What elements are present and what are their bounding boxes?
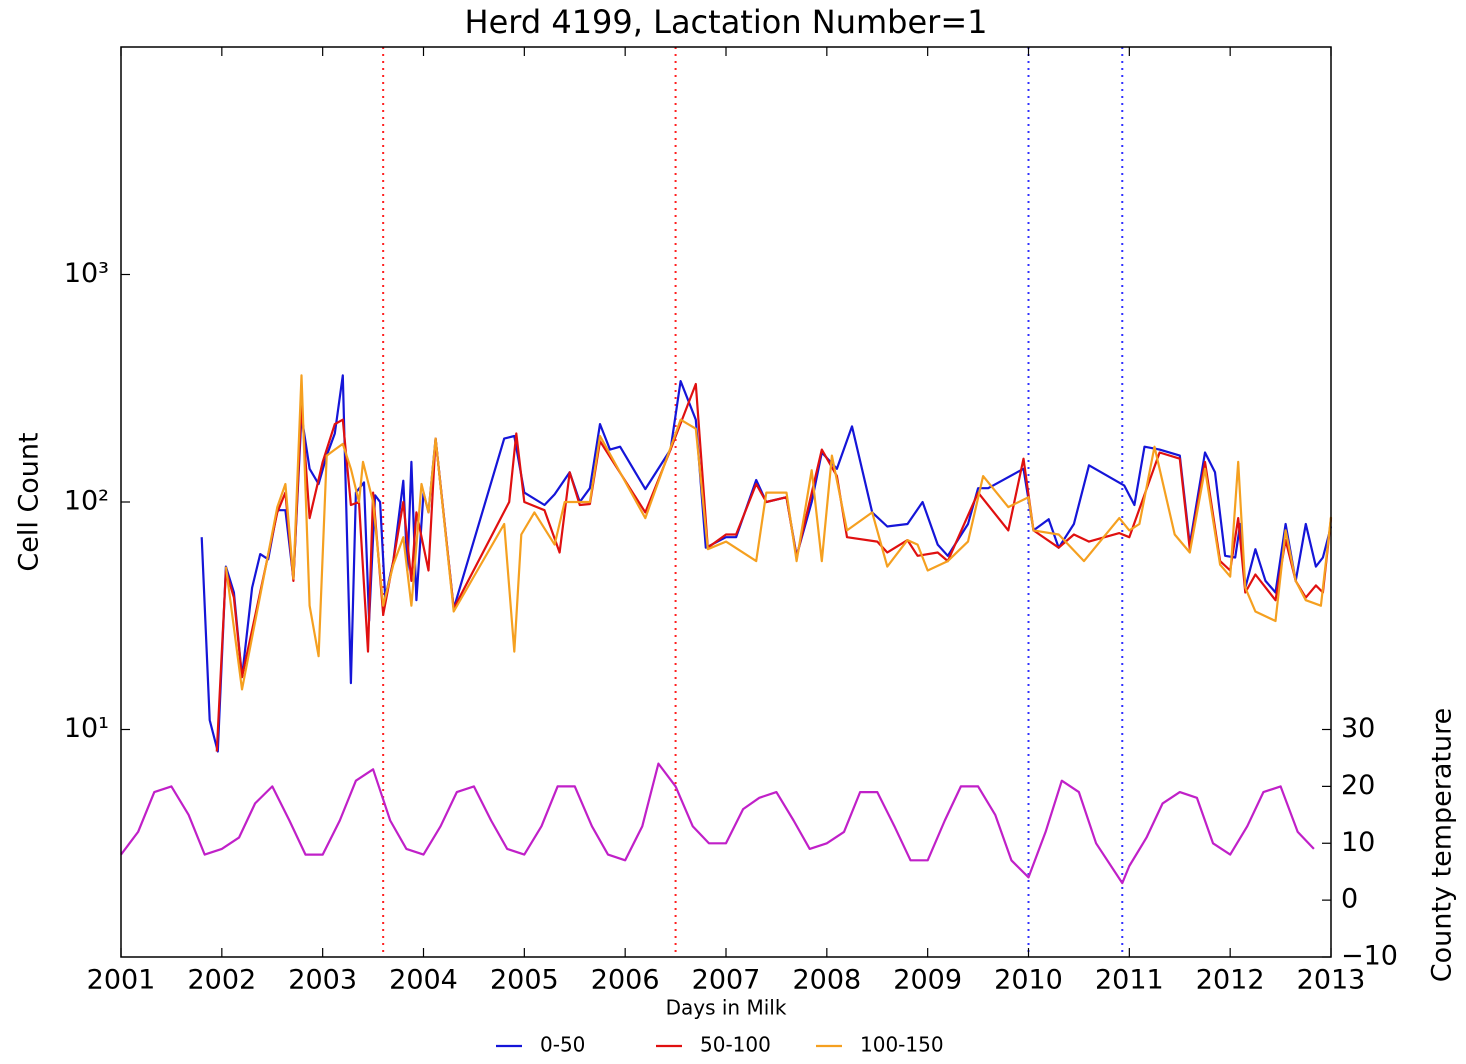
y2-axis-label: County temperature [1427,708,1458,982]
legend-label: 100-150 [860,1033,944,1057]
legend-label: 50-100 [700,1033,771,1057]
x-tick-label: 2012 [1196,965,1265,996]
x-tick-label: 2008 [792,965,861,996]
x-tick-label: 2003 [288,965,357,996]
y2-tick-label: −10 [1341,941,1398,972]
x-tick-label: 2005 [490,965,559,996]
x-tick-label: 2001 [87,965,156,996]
y-tick-label: 10³ [64,258,109,289]
y-tick-label: 10¹ [64,713,109,744]
y2-tick-label: 10 [1341,827,1375,858]
plot-frame [120,46,1332,958]
series-line [120,762,1315,885]
x-tick-label: 2007 [692,965,761,996]
x-tick-label: 2006 [591,965,660,996]
y2-tick-label: 20 [1341,770,1375,801]
y-axis-label: Cell Count [14,432,45,571]
y2-tick-label: 0 [1341,884,1358,915]
x-tick-label: 2010 [994,965,1063,996]
y2-tick-label: 30 [1341,713,1375,744]
x-tick-label: 2013 [1297,965,1366,996]
legend-label: 0-50 [540,1033,585,1057]
x-tick-label: 2004 [389,965,458,996]
y-tick-label: 10² [64,486,109,517]
x-axis-label: Days in Milk [666,996,787,1020]
x-tick-label: 2009 [893,965,962,996]
x-tick-label: 2002 [187,965,256,996]
series-line [224,374,1333,691]
chart-title: Herd 4199, Lactation Number=1 [465,3,988,41]
x-tick-label: 2011 [1095,965,1164,996]
